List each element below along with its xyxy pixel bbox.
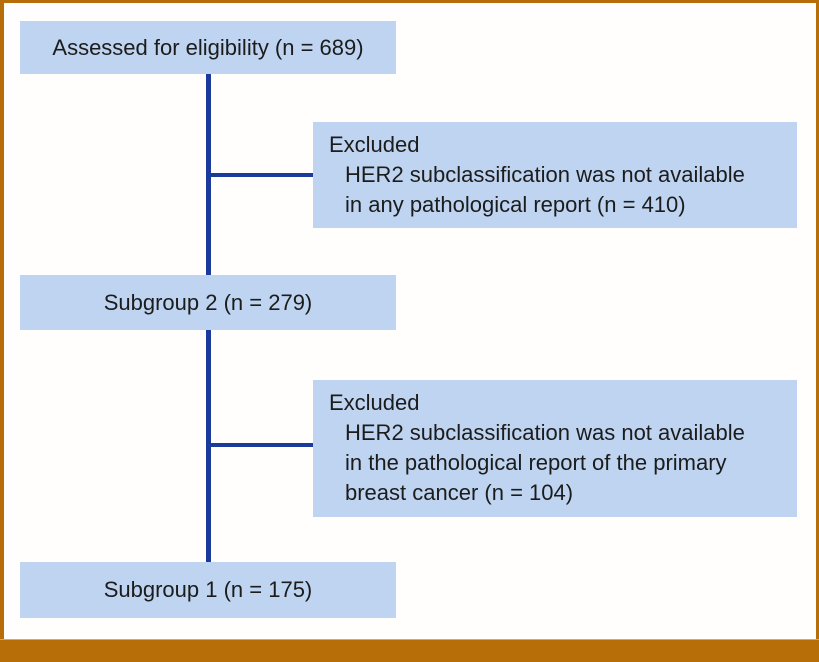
frame-border-top — [0, 0, 819, 3]
excluded-1-line-2: in any pathological report (n = 410) — [345, 192, 686, 217]
excluded-1-box: Excluded HER2 subclassification was not … — [313, 122, 797, 228]
excluded-1-title: Excluded — [329, 132, 420, 157]
assessed-for-eligibility-box: Assessed for eligibility (n = 689) — [20, 21, 396, 74]
frame-border-left — [0, 0, 4, 662]
subgroup-1-label: Subgroup 1 (n = 175) — [103, 577, 313, 602]
frame-border-bottom — [0, 639, 819, 662]
subgroup-2-label: Subgroup 2 (n = 279) — [103, 289, 313, 315]
excluded-2-line-3: breast cancer (n = 104) — [345, 480, 574, 505]
excluded-2-title: Excluded — [329, 390, 420, 415]
excluded-2-line-1: HER2 subclassification was not available — [345, 420, 745, 445]
excluded-1-line-1: HER2 subclassification was not available — [345, 162, 745, 187]
frame-border-right — [816, 0, 819, 662]
connector-to-excluded-1-line — [208, 173, 314, 177]
assessed-for-eligibility-label: Assessed for eligibility (n = 689) — [52, 34, 364, 60]
excluded-2-box: Excluded HER2 subclassification was not … — [313, 380, 797, 517]
subgroup-2-box: Subgroup 2 (n = 279) — [20, 275, 396, 330]
connector-to-excluded-2-line — [208, 443, 314, 447]
subgroup-1-box: Subgroup 1 (n = 175) — [20, 562, 396, 618]
excluded-2-line-2: in the pathological report of the primar… — [345, 450, 727, 475]
